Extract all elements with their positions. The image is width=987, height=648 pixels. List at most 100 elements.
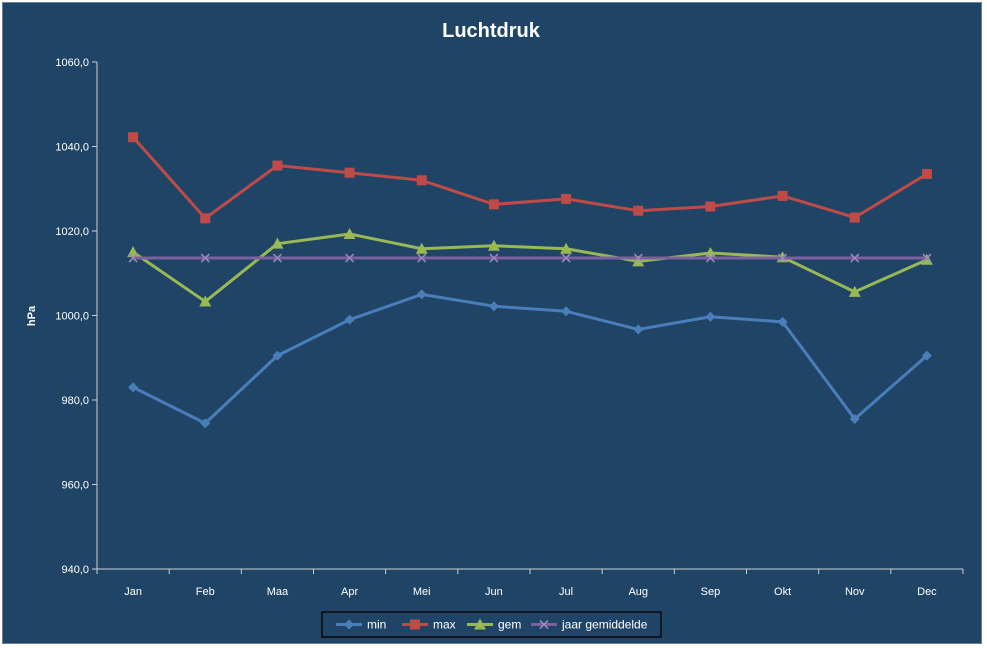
point-min bbox=[200, 418, 211, 429]
x-tick-label: Feb bbox=[196, 586, 215, 598]
legend-item-max: max bbox=[402, 618, 456, 632]
x-marker-stroke bbox=[922, 253, 932, 263]
point-jaar-gemiddelde bbox=[561, 253, 571, 263]
x-marker-stroke bbox=[705, 253, 715, 263]
series-jaar-gemiddelde bbox=[128, 253, 932, 263]
point-jaar-gemiddelde bbox=[633, 253, 643, 263]
legend-label: gem bbox=[498, 618, 521, 632]
x-marker-stroke bbox=[200, 253, 210, 263]
series-max bbox=[128, 132, 932, 224]
point-gem bbox=[415, 242, 428, 254]
y-tick-label: 960,0 bbox=[61, 480, 89, 492]
point-max bbox=[561, 193, 572, 204]
point-max bbox=[705, 201, 716, 212]
point-jaar-gemiddelde bbox=[417, 253, 427, 263]
point-min bbox=[488, 301, 499, 312]
point-gem bbox=[560, 242, 573, 254]
chart-title: Luchtdruk bbox=[442, 20, 541, 42]
point-min bbox=[921, 350, 932, 361]
point-jaar-gemiddelde bbox=[778, 253, 788, 263]
point-max bbox=[488, 199, 499, 210]
y-tick-label: 1060,0 bbox=[55, 57, 89, 69]
y-axis-label: hPa bbox=[26, 305, 38, 326]
point-jaar-gemiddelde bbox=[850, 253, 860, 263]
legend: min max gem jaar gemiddelde bbox=[321, 611, 662, 638]
x-tick-label: Mei bbox=[413, 586, 431, 598]
point-gem bbox=[343, 227, 356, 239]
y-tick-label: 940,0 bbox=[61, 564, 89, 576]
point-max bbox=[777, 190, 788, 201]
x-marker-stroke bbox=[489, 253, 499, 263]
x-marker-stroke bbox=[417, 253, 427, 263]
point-jaar-gemiddelde bbox=[705, 253, 715, 263]
x-marker-stroke bbox=[272, 253, 282, 263]
point-max bbox=[272, 160, 283, 171]
point-max bbox=[344, 167, 355, 178]
y-tick-label: 1020,0 bbox=[55, 226, 89, 238]
x-marker-stroke bbox=[778, 253, 788, 263]
series-layer bbox=[127, 132, 933, 429]
point-max bbox=[633, 205, 644, 216]
series-gem bbox=[127, 227, 933, 307]
point-gem bbox=[127, 246, 140, 258]
point-gem bbox=[632, 255, 645, 267]
x-marker-stroke bbox=[633, 253, 643, 263]
point-jaar-gemiddelde bbox=[128, 253, 138, 263]
x-marker-stroke bbox=[539, 619, 549, 630]
point-min bbox=[561, 306, 572, 317]
y-tick-label: 1040,0 bbox=[55, 142, 89, 154]
x-marker-stroke bbox=[561, 253, 571, 263]
x-tick-label: Dec bbox=[917, 586, 937, 598]
y-tick-label: 980,0 bbox=[61, 395, 89, 407]
legend-label: max bbox=[433, 618, 456, 632]
point-max bbox=[200, 213, 211, 224]
point-min bbox=[849, 414, 860, 425]
legend-item-jaar-gemiddelde: jaar gemiddelde bbox=[531, 618, 648, 632]
point-min bbox=[416, 289, 427, 300]
point-min bbox=[705, 311, 716, 322]
legend-item-min: min bbox=[336, 618, 386, 632]
series-line-min bbox=[132, 292, 928, 425]
x-tick-label: Maa bbox=[267, 586, 289, 598]
point-min bbox=[344, 314, 355, 325]
point-jaar-gemiddelde bbox=[922, 253, 932, 263]
point-max bbox=[921, 168, 932, 179]
x-tick-label: Jul bbox=[559, 586, 573, 598]
x-tick-label: Aug bbox=[628, 586, 648, 598]
legend-label: min bbox=[367, 618, 386, 632]
legend-swatch-marker bbox=[410, 619, 420, 630]
point-jaar-gemiddelde bbox=[272, 253, 282, 263]
point-min bbox=[633, 324, 644, 335]
x-tick-label: Nov bbox=[845, 586, 865, 598]
point-min bbox=[272, 350, 283, 361]
point-max bbox=[849, 212, 860, 223]
point-jaar-gemiddelde bbox=[489, 253, 499, 263]
x-tick-label: Jan bbox=[124, 586, 142, 598]
point-max bbox=[416, 175, 427, 186]
point-gem bbox=[848, 285, 861, 297]
point-gem bbox=[199, 295, 212, 307]
x-marker-stroke bbox=[128, 253, 138, 263]
legend-swatch-marker bbox=[539, 619, 549, 630]
axes: 940,0 960,0 980,0 1000,0 1020,0 1040,0 1060,0 J… bbox=[55, 57, 964, 598]
x-tick-label: Okt bbox=[774, 586, 791, 598]
series-line-gem bbox=[132, 232, 928, 304]
legend-label: jaar gemiddelde bbox=[561, 618, 648, 632]
point-jaar-gemiddelde bbox=[345, 253, 355, 263]
x-tick-label: Apr bbox=[341, 586, 358, 598]
series-min bbox=[128, 289, 932, 429]
x-marker-stroke bbox=[345, 253, 355, 263]
legend-swatch-marker bbox=[344, 619, 354, 630]
point-jaar-gemiddelde bbox=[200, 253, 210, 263]
y-tick-label: 1000,0 bbox=[55, 311, 89, 323]
point-gem bbox=[487, 239, 500, 251]
point-gem bbox=[271, 237, 284, 249]
legend-item-gem: gem bbox=[467, 618, 521, 632]
x-tick-label: Jun bbox=[485, 586, 503, 598]
x-marker-stroke bbox=[850, 253, 860, 263]
legend-swatch-marker bbox=[474, 618, 486, 630]
point-min bbox=[128, 382, 139, 393]
point-min bbox=[777, 316, 788, 327]
